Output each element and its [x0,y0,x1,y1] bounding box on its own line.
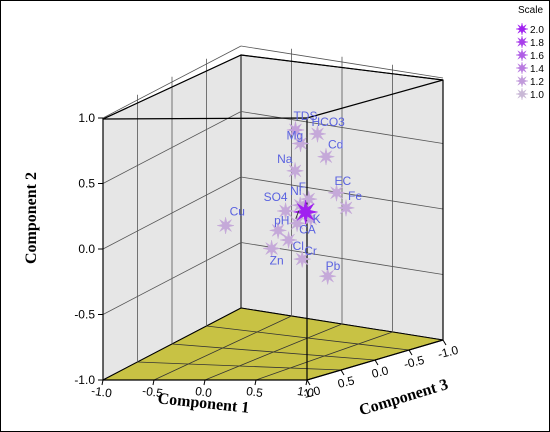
data-point-label: Ni [290,184,301,198]
z-tick-mark [340,369,345,376]
data-point-marker [309,125,326,143]
legend-marker [515,22,529,36]
legend-entry-label: 2.0 [530,25,544,36]
data-point-marker [269,221,287,239]
z-tick-label: -0.5 [402,353,426,372]
data-point-label: Pb [326,259,341,273]
x-tick-label: -1.0 [90,384,113,401]
data-point-marker [337,199,355,217]
z-tick-label: 0.5 [336,373,356,391]
grid-line [240,45,444,79]
legend-entry-label: 1.8 [530,38,544,49]
top-back-edge [240,54,444,81]
legend-marker [515,87,529,101]
top-right-edge [306,79,444,119]
data-point-label: Cr [304,244,317,258]
tick-labels: 1.00.50.0-0.5-1.0-1.0 -0.5 0.0 0.5 1.01.00.5… [74,111,460,401]
z-tick-mark [408,349,413,356]
grid-line [206,325,410,351]
grid-line [240,111,444,144]
data-point-marker [292,135,309,152]
data-point-label: F [299,180,306,194]
x-tick-mark [203,379,206,386]
x-tick-label: -0.5 [141,384,164,401]
legend-entry-label: 1.6 [530,51,544,62]
data-point-marker [280,231,298,249]
data-point-marker [217,217,235,235]
legend-entry-label: 1.2 [530,77,544,88]
z-tick-label: 1.0 [302,383,322,401]
data-point-marker [288,214,306,232]
data-point-marker [293,250,311,268]
data-point-label: CA [299,222,316,236]
data-point-label: Zn [270,254,284,268]
x-tick-label: 0.0 [194,384,213,400]
data-point-label: K [313,212,321,226]
grid-line [102,176,242,250]
z-tick-mark [442,339,447,346]
data-point-marker [319,267,337,285]
data-point-label: Cd [328,138,343,152]
data-point-label: Mg [287,128,304,142]
y-tick-label: 0.0 [78,242,95,256]
z-tick-label: -1.0 [436,343,460,362]
grid-line [102,111,242,184]
legend-marker [515,48,529,62]
x-tick-label: 1.0 [296,384,315,400]
legend-marker [515,35,529,49]
x-tick-mark [254,379,257,386]
y-tick-label: -1.0 [74,373,95,387]
x-tick-mark [101,379,104,386]
x-tick-mark [152,379,155,386]
z-tick-label: 0.0 [370,363,390,381]
y-axis-title: Component 2 [23,172,40,264]
scale-legend: Scale 2.0 1.8 1.6 1.4 1.2 1.0 [515,5,544,101]
data-point-marker [286,162,304,180]
data-point-label: Cu [230,205,245,219]
data-point-marker [317,148,335,166]
y-tick-label: 1.0 [78,111,95,125]
x-tick-label: 0.5 [245,384,264,400]
data-point-label: EC [335,174,352,188]
legend-entry-label: 1.4 [530,64,544,75]
data-point-label: HCO3 [312,115,346,129]
data-point-marker [277,202,295,220]
data-point-label: pH [274,213,289,227]
data-point-label: SO4 [264,190,288,204]
vector-stub [295,210,300,219]
z-tick-mark [306,379,311,386]
legend-marker [515,61,529,75]
data-point-marker [328,184,345,202]
legend-entry-label: 1.0 [530,90,544,101]
legend-marker [515,74,529,88]
z-tick-mark [374,359,379,366]
data-point-label: Fe [348,189,362,203]
grid-line [102,45,242,119]
grid-line [171,343,376,361]
top-left-edge [102,54,242,120]
data-point-label: Na [277,152,293,166]
y-tick-label: -0.5 [74,308,95,322]
data-point-label: TDS [293,109,317,123]
x-tick-mark [305,379,308,386]
data-point-label: Cl [293,239,304,253]
data-point-marker [263,240,281,257]
data-point-marker [293,199,318,225]
legend-title: Scale [518,5,543,16]
grid-line [102,242,242,315]
y-tick-label: 0.5 [78,177,95,191]
